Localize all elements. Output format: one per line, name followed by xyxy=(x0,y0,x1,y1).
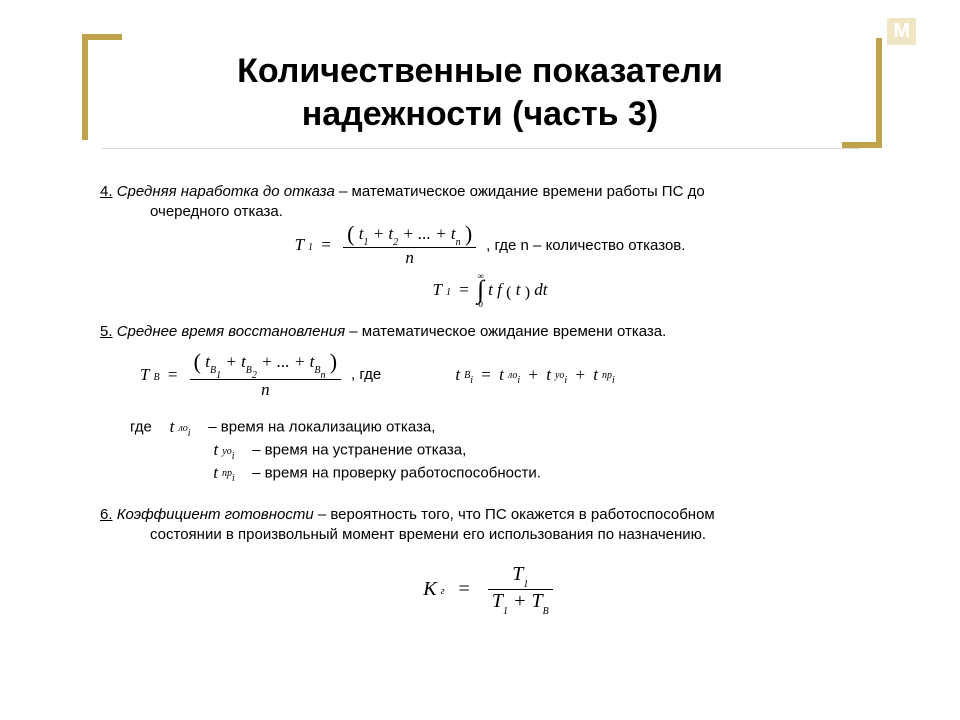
item5-term: Среднее время восстановления xyxy=(117,323,345,340)
item-4: 4. Средняя наработка до отказа – математ… xyxy=(100,182,880,308)
item5-defs: где tлоi – время на локализацию отказа, xyxy=(100,416,880,439)
body: 4. Средняя наработка до отказа – математ… xyxy=(100,182,880,630)
def-pr: – время на проверку работоспособности. xyxy=(252,465,541,482)
title-rule xyxy=(102,148,860,149)
item4-term: Средняя наработка до отказа xyxy=(117,183,335,200)
item4-rest1: математическое ожидание времени работы П… xyxy=(352,183,705,200)
item4-formula2: T1 = ∞ ∫ 0 t f ( t ) dt xyxy=(100,273,880,308)
item4-num: 4. xyxy=(100,183,113,200)
item4-f1-note: , где n – количество отказов. xyxy=(486,236,685,256)
item5-num: 5. xyxy=(100,323,113,340)
item6-formula: Kг = T1 T1 + TB xyxy=(100,564,880,616)
item5-rest: математическое ожидание времени отказа. xyxy=(362,323,667,340)
corner-bracket-tl xyxy=(82,34,122,140)
item-6: 6. Коэффициент готовности – вероятность … xyxy=(100,505,880,616)
item6-rest1: вероятность того, что ПС окажется в рабо… xyxy=(330,506,714,523)
title-line2: надежности (часть 3) xyxy=(302,95,658,133)
item6-num: 6. xyxy=(100,506,113,523)
slide: M Количественные показатели надежности (… xyxy=(0,0,960,720)
item5-formula-B: TB = ( tB1 + tB2 + ... + tBn ) n , где t… xyxy=(100,353,880,399)
def-lo: – время на локализацию отказа, xyxy=(208,419,435,436)
item6-dash: – xyxy=(314,506,331,523)
def-line-uo: tуоi – время на устранение отказа, xyxy=(100,439,880,462)
item5-dash: – xyxy=(345,323,362,340)
item4-formula1: T1 = ( t1 + t2 + ... + tn ) n , где n – … xyxy=(100,225,880,268)
title: Количественные показатели надежности (ча… xyxy=(140,50,820,135)
int-lower: 0 xyxy=(478,301,483,308)
item4-dash: – xyxy=(335,183,352,200)
item5-fB-after: , где xyxy=(351,365,381,385)
gde-word: где xyxy=(130,419,152,436)
def-uo: – время на устранение отказа, xyxy=(252,442,466,459)
item4-rest2: очередного отказа. xyxy=(100,202,880,222)
corner-bracket-br xyxy=(842,38,882,148)
item6-term: Коэффициент готовности xyxy=(117,506,314,523)
def-line-pr: tпрi – время на проверку работоспособнос… xyxy=(100,462,880,485)
item-5: 5. Среднее время восстановления – матема… xyxy=(100,322,880,485)
corner-mark: M xyxy=(887,18,916,45)
item6-rest2: состоянии в произвольный момент времени … xyxy=(100,525,880,545)
title-line1: Количественные показатели xyxy=(237,52,723,90)
